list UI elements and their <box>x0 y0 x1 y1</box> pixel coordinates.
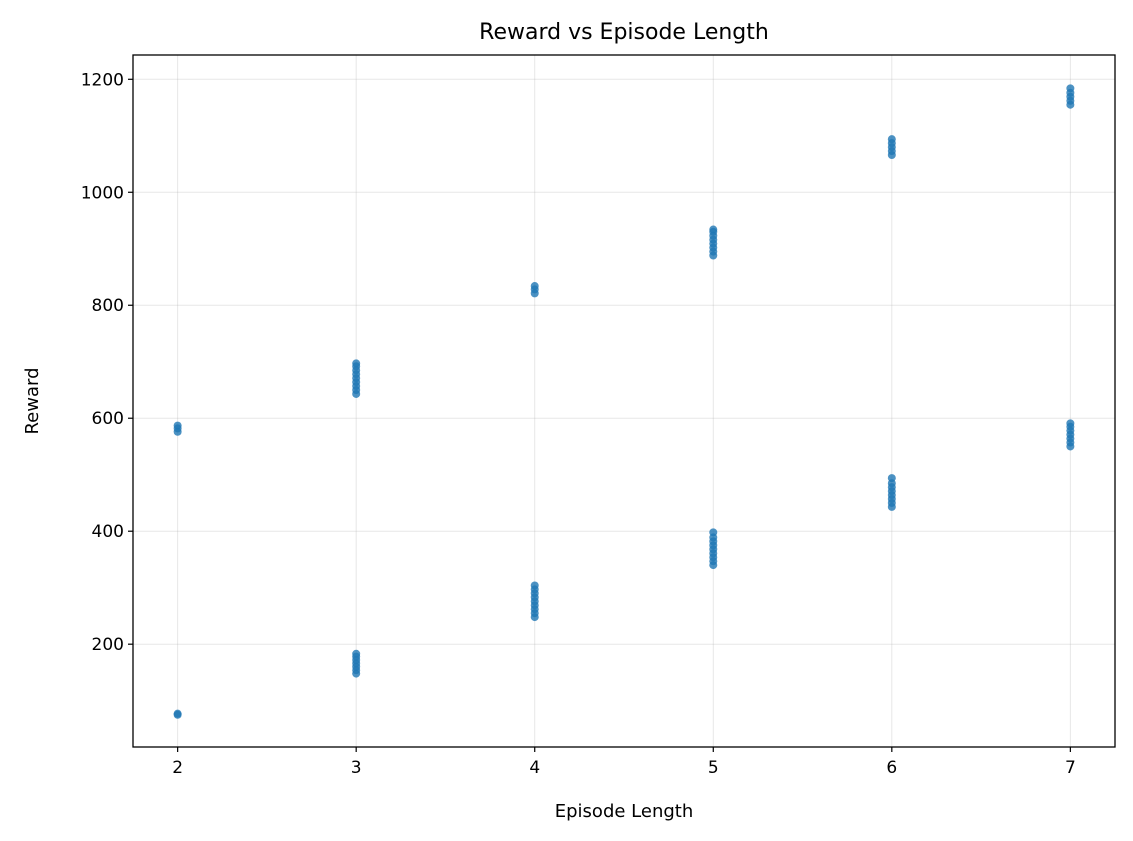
data-point <box>1066 84 1075 93</box>
y-tick-label: 600 <box>92 409 124 429</box>
x-tick-label: 5 <box>708 758 719 778</box>
x-tick-label: 6 <box>886 758 897 778</box>
y-tick-label: 1000 <box>81 183 124 203</box>
plot-area-frame <box>132 54 1116 748</box>
data-point <box>352 359 361 368</box>
data-point <box>887 135 896 144</box>
y-tick-label: 800 <box>92 296 124 316</box>
data-point <box>173 421 182 430</box>
x-tick-label: 3 <box>351 758 362 778</box>
data-point <box>709 225 718 234</box>
data-point <box>173 709 182 718</box>
y-axis-label: Reward <box>22 367 43 434</box>
data-point <box>887 474 896 483</box>
data-point <box>530 282 539 291</box>
x-axis-label: Episode Length <box>555 801 694 822</box>
y-tick-label: 400 <box>92 522 124 542</box>
y-tick-label: 200 <box>92 635 124 655</box>
data-point <box>709 528 718 537</box>
x-tick-label: 2 <box>172 758 183 778</box>
data-point <box>352 649 361 658</box>
data-point <box>1066 419 1075 428</box>
data-points <box>173 84 1075 719</box>
axis-ticks: 2 3 4 5 6 7 200 400 600 800 1000 1200 <box>81 70 1076 778</box>
grid <box>133 55 1115 747</box>
x-tick-label: 4 <box>529 758 540 778</box>
y-tick-label: 1200 <box>81 70 124 90</box>
chart-title: Reward vs Episode Length <box>479 20 769 45</box>
data-point <box>530 581 539 590</box>
x-tick-label: 7 <box>1065 758 1076 778</box>
